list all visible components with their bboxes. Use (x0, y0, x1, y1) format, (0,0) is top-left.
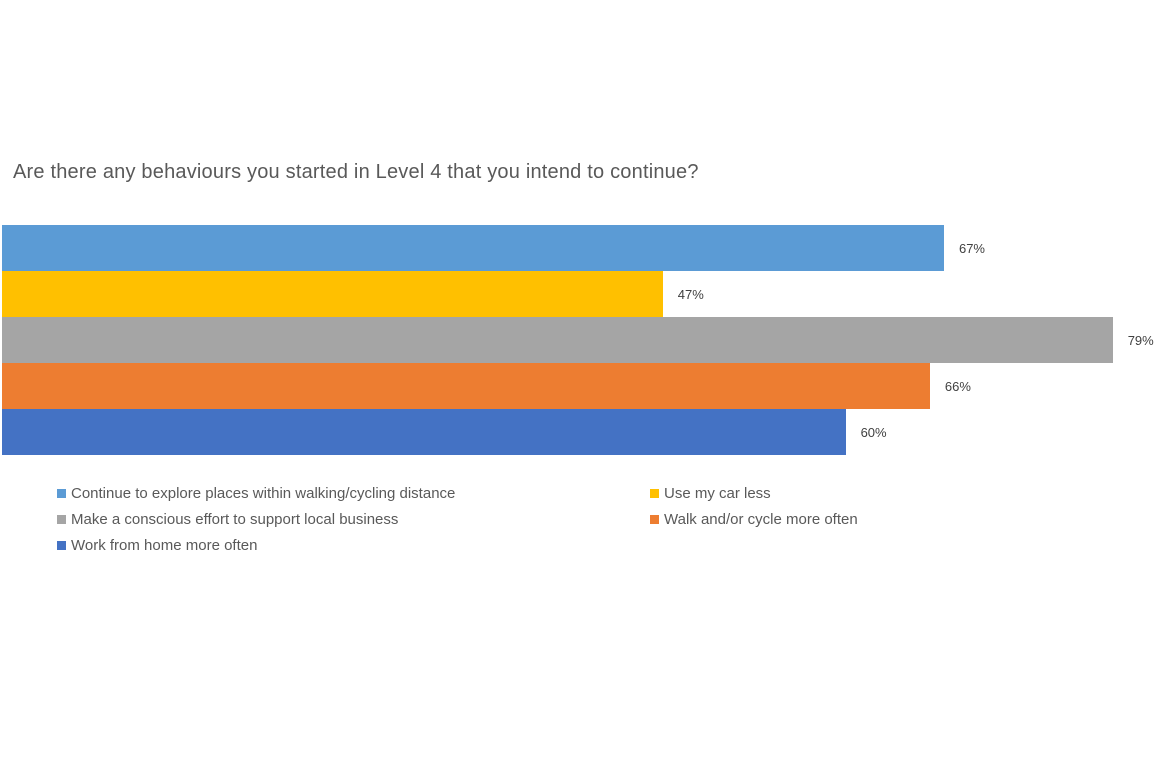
bar-row: 47% (2, 271, 1153, 317)
bar-use-car-less (2, 271, 663, 317)
legend-swatch-icon (650, 488, 659, 498)
data-label: 47% (677, 286, 704, 302)
legend-swatch-icon (57, 514, 66, 524)
data-label: 60% (860, 424, 887, 440)
legend: Continue to explore places within walkin… (57, 483, 858, 555)
legend-item: Use my car less (650, 483, 858, 503)
plot-area: 67% 47% 79% 66% 60% (2, 225, 1154, 455)
bar-walk-cycle-more (2, 363, 930, 409)
bar-work-from-home (2, 409, 846, 455)
bar-row: 60% (2, 409, 1153, 455)
bar-row: 79% (2, 317, 1154, 363)
data-label: 79% (1127, 332, 1154, 348)
legend-label: Work from home more often (71, 536, 258, 554)
bar-row: 67% (2, 225, 1153, 271)
legend-item: Walk and/or cycle more often (650, 509, 858, 529)
legend-item: Work from home more often (57, 535, 650, 555)
legend-label: Use my car less (664, 484, 771, 502)
legend-swatch-icon (650, 514, 659, 524)
bar-row: 66% (2, 363, 1153, 409)
bar-continue-explore (2, 225, 944, 271)
bar-support-local-business (2, 317, 1113, 363)
legend-item: Make a conscious effort to support local… (57, 509, 650, 529)
data-label: 67% (958, 240, 985, 256)
legend-swatch-icon (57, 488, 66, 498)
legend-label: Continue to explore places within walkin… (71, 484, 456, 502)
chart-title: Are there any behaviours you started in … (13, 161, 699, 183)
legend-item: Continue to explore places within walkin… (57, 483, 650, 503)
legend-label: Walk and/or cycle more often (664, 510, 858, 528)
legend-label: Make a conscious effort to support local… (71, 510, 399, 528)
data-label: 66% (944, 378, 971, 394)
legend-swatch-icon (57, 540, 66, 550)
